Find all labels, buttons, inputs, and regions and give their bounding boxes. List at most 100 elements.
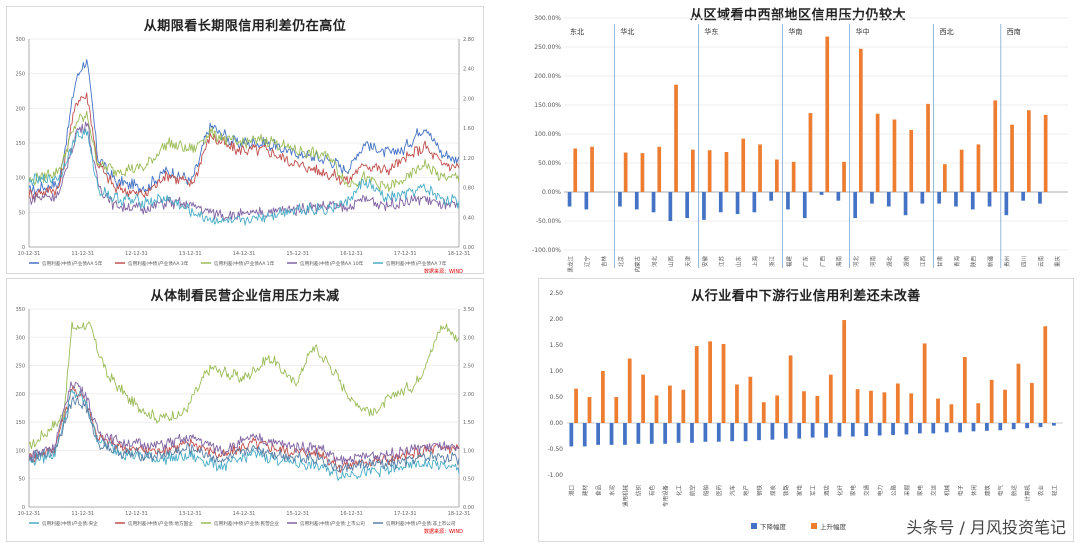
bar-up [691,149,695,192]
bar-down [958,423,962,433]
legend-label: 信用利差(中债)产业债:上市公司 [300,520,365,527]
bar-down [1038,192,1042,204]
bar-up [882,392,887,423]
bar-up [943,164,947,192]
bar-down [836,192,841,201]
bar-up [976,144,981,192]
category-label: 内蒙古 [634,256,642,273]
bar-down [998,423,1003,431]
category-label: 辽宁 [583,256,591,268]
category-label: 家电 [796,485,804,497]
x-tick-label: 15-12-31 [286,511,309,517]
category-label: 钢铁 [755,485,763,497]
bar-down [853,192,857,219]
legend-label: 信用利差(中债)产业债:民营企业 [214,520,279,527]
bar-down [837,423,842,437]
chart-panel-term: 从期限看长期限信用利差仍在高位 0 50 100 150 200 250 300 0.00 0.… [6,6,484,274]
bar-down [567,192,572,207]
bar-down [886,192,891,207]
category-label: 公路 [889,485,897,497]
y-tick-label: 100.00% [534,131,561,138]
category-label: 专用设备 [662,485,670,508]
category-label: 纺织 [635,485,643,497]
y2-tick-label: 3.50 [463,307,474,313]
bar-down [891,423,895,435]
legend-label: 信用利差(中债)产业债:央企 [42,520,98,527]
bar-up [735,384,739,423]
series-line [28,396,460,473]
series-line [28,389,460,481]
bar-up [892,119,897,192]
chart-panel-ownership: 从体制看民营企业信用压力未减 0 50 100 150 200 250 300 350 0.00… [6,278,484,542]
x-tick-label: 16-12-31 [340,511,363,517]
x-tick-label: 11-12-31 [71,251,94,257]
bar-down [797,423,802,439]
y-tick-label: -1.00 [547,472,563,479]
bar-down [802,192,807,219]
bar-up [859,48,863,192]
bar-down [920,192,925,204]
y2-tick-label: 2.80 [463,37,474,43]
bar-chart-region: -100.00% -50.00% 0.00% 50.00% 100.00% 150.00%… [532,15,1068,273]
y-tick-label: 2.50 [550,290,564,297]
category-label: 安徽 [701,256,709,268]
y-tick-label: 0 [22,245,25,251]
bar-up [1003,389,1007,423]
region-label: 华中 [856,27,870,36]
x-tick-label: 14-12-31 [233,511,256,517]
bar-down [1021,192,1025,201]
region-label: 西南 [1007,27,1021,36]
category-label: 航空 [688,485,696,497]
bar-down [752,192,757,213]
bar-down [584,192,589,210]
bar-down [623,423,627,445]
bar-up [668,385,672,423]
bar-up [842,320,847,423]
bar-down [985,423,989,431]
legend-label: 下降幅度 [760,522,787,531]
bar-down [668,192,673,221]
category-label: 吉林 [600,256,608,268]
bar-up [1016,363,1021,423]
chart-panel-region: 从区域看中西部地区信用压力仍较大 -100.00% -50.00% 0.00% 50.… [520,2,1076,274]
y2-tick-label: 0.80 [463,186,474,192]
category-label: 酒店 [822,485,830,497]
chart-panel-industry: 从行业看中下游行业信用利差还未改善 -1.00 -0.50 0.00 0.50 1.00… [538,278,1074,542]
category-label: 交通 [863,485,871,497]
series-line [28,59,460,195]
bar-down [1038,423,1043,428]
chart-title: 从体制看民营企业信用压力未减 [150,289,340,304]
category-label: 河北 [650,256,658,268]
y-tick-label: 300.00% [534,15,561,22]
series-line [28,121,460,221]
bar-down [917,423,922,434]
y-tick-label: 50 [19,210,25,216]
category-label: 湖北 [886,256,894,268]
bar-up [993,100,998,192]
category-label: 重庆 [1054,256,1062,268]
category-label: 河南 [869,256,877,268]
category-label: 铁路 [782,485,790,497]
x-tick-label: 18-12-31 [448,251,471,257]
y-tick-label: 150 [15,141,25,147]
bar-up [775,395,780,423]
x-tick-label: 16-12-31 [340,251,363,257]
bar-down [987,192,992,207]
bar-down [810,423,815,438]
bar-up [627,358,632,423]
y-tick-label: 350 [15,307,25,313]
bar-down [569,423,574,447]
bar-down [970,192,975,210]
bar-up [875,113,880,192]
bar-up [640,153,645,192]
x-tick-label: 17-12-31 [394,251,417,257]
bar-up [574,388,578,423]
bar-down [944,423,949,433]
x-tick-label: 13-12-31 [179,511,202,517]
bar-up [758,144,762,192]
category-label: 建材 [581,485,589,497]
bar-up [590,146,594,192]
category-label: 电子 [956,485,964,497]
category-label: 山东 [734,256,742,268]
y2-tick-label: 2.40 [463,67,474,73]
